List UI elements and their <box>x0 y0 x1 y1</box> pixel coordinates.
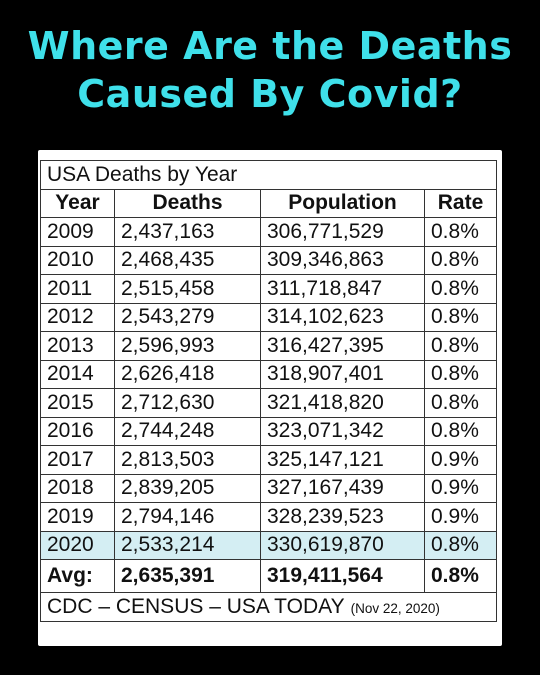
cell-population: 323,071,342 <box>260 416 425 446</box>
cell-rate: 0.8% <box>423 416 498 446</box>
cell-year: 2017 <box>40 445 115 475</box>
table-row: 2019 2,794,146 328,239,523 0.9% <box>40 502 498 532</box>
source-date: (Nov 22, 2020) <box>350 600 440 616</box>
cell-rate: 0.8% <box>423 217 498 247</box>
cell-year: 2016 <box>40 416 115 446</box>
cell-deaths: 2,437,163 <box>114 217 261 247</box>
cell-population: 330,619,870 <box>260 530 425 560</box>
cell-rate: 0.8% <box>423 274 498 304</box>
cell-rate: 0.8% <box>423 530 498 560</box>
table-card: USA Deaths by Year Year Deaths Population R… <box>38 150 502 646</box>
header-deaths: Deaths <box>114 188 261 218</box>
source-text: CDC – CENSUS – USA TODAY <box>47 594 345 618</box>
cell-population: 311,718,847 <box>260 274 425 304</box>
cell-deaths: 2,515,458 <box>114 274 261 304</box>
cell-rate: 0.8% <box>423 359 498 389</box>
avg-deaths: 2,635,391 <box>114 559 261 593</box>
cell-population: 314,102,623 <box>260 302 425 332</box>
cell-population: 309,346,863 <box>260 245 425 275</box>
cell-deaths: 2,596,993 <box>114 331 261 361</box>
cell-population: 327,167,439 <box>260 473 425 503</box>
table-row: 2010 2,468,435 309,346,863 0.8% <box>40 245 498 275</box>
table-row: 2014 2,626,418 318,907,401 0.8% <box>40 359 498 389</box>
headline-line-1: Where Are the Deaths <box>27 24 513 68</box>
avg-year: Avg: <box>40 559 115 593</box>
table-header-row: Year Deaths Population Rate <box>40 188 498 218</box>
avg-rate: 0.8% <box>423 559 498 593</box>
cell-rate: 0.8% <box>423 388 498 418</box>
headline-line-2: Caused By Covid? <box>77 72 463 116</box>
cell-year: 2009 <box>40 217 115 247</box>
source-cell: CDC – CENSUS – USA TODAY (Nov 22, 2020) <box>39 592 498 622</box>
table-row: 2016 2,744,248 323,071,342 0.8% <box>40 416 498 446</box>
avg-population: 319,411,564 <box>260 559 425 593</box>
header-population: Population <box>260 188 425 218</box>
cell-year: 2010 <box>40 245 115 275</box>
deaths-table-body: USA Deaths by Year Year Deaths Population R… <box>39 160 498 622</box>
cell-year: 2012 <box>40 302 115 332</box>
table-row: 2020 2,533,214 330,619,870 0.8% <box>40 530 498 560</box>
cell-population: 328,239,523 <box>260 502 425 532</box>
cell-year: 2020 <box>40 530 115 560</box>
header-rate: Rate <box>423 188 498 218</box>
cell-rate: 0.8% <box>423 302 498 332</box>
cell-population: 318,907,401 <box>260 359 425 389</box>
cell-deaths: 2,744,248 <box>114 416 261 446</box>
cell-year: 2014 <box>40 359 115 389</box>
cell-rate: 0.8% <box>423 331 498 361</box>
cell-rate: 0.9% <box>423 473 498 503</box>
cell-rate: 0.9% <box>423 502 498 532</box>
cell-year: 2018 <box>40 473 115 503</box>
header-year: Year <box>40 188 115 218</box>
table-row: 2011 2,515,458 311,718,847 0.8% <box>40 274 498 304</box>
table-row: 2009 2,437,163 306,771,529 0.8% <box>40 217 498 247</box>
cell-deaths: 2,468,435 <box>114 245 261 275</box>
headline: Where Are the Deaths Caused By Covid? <box>0 22 540 118</box>
table-row: 2015 2,712,630 321,418,820 0.8% <box>40 388 498 418</box>
cell-deaths: 2,533,214 <box>114 530 261 560</box>
cell-year: 2015 <box>40 388 115 418</box>
cell-deaths: 2,543,279 <box>114 302 261 332</box>
cell-year: 2011 <box>40 274 115 304</box>
cell-deaths: 2,626,418 <box>114 359 261 389</box>
table-row: 2012 2,543,279 314,102,623 0.8% <box>40 302 498 332</box>
cell-year: 2019 <box>40 502 115 532</box>
cell-population: 306,771,529 <box>260 217 425 247</box>
cell-population: 316,427,395 <box>260 331 425 361</box>
cell-rate: 0.9% <box>423 445 498 475</box>
cell-deaths: 2,712,630 <box>114 388 261 418</box>
cell-rate: 0.8% <box>423 245 498 275</box>
deaths-table: USA Deaths by Year Year Deaths Population R… <box>39 160 498 622</box>
cell-deaths: 2,813,503 <box>114 445 261 475</box>
cell-deaths: 2,839,205 <box>114 473 261 503</box>
source-row: CDC – CENSUS – USA TODAY (Nov 22, 2020) <box>39 592 498 622</box>
cell-deaths: 2,794,146 <box>114 502 261 532</box>
table-row: 2013 2,596,993 316,427,395 0.8% <box>40 331 498 361</box>
average-row: Avg: 2,635,391 319,411,564 0.8% <box>40 559 498 593</box>
table-row: 2017 2,813,503 325,147,121 0.9% <box>40 445 498 475</box>
cell-year: 2013 <box>40 331 115 361</box>
cell-population: 321,418,820 <box>260 388 425 418</box>
table-row: 2018 2,839,205 327,167,439 0.9% <box>40 473 498 503</box>
table-title: USA Deaths by Year <box>39 160 498 190</box>
cell-population: 325,147,121 <box>260 445 425 475</box>
table-title-row: USA Deaths by Year <box>39 160 498 190</box>
